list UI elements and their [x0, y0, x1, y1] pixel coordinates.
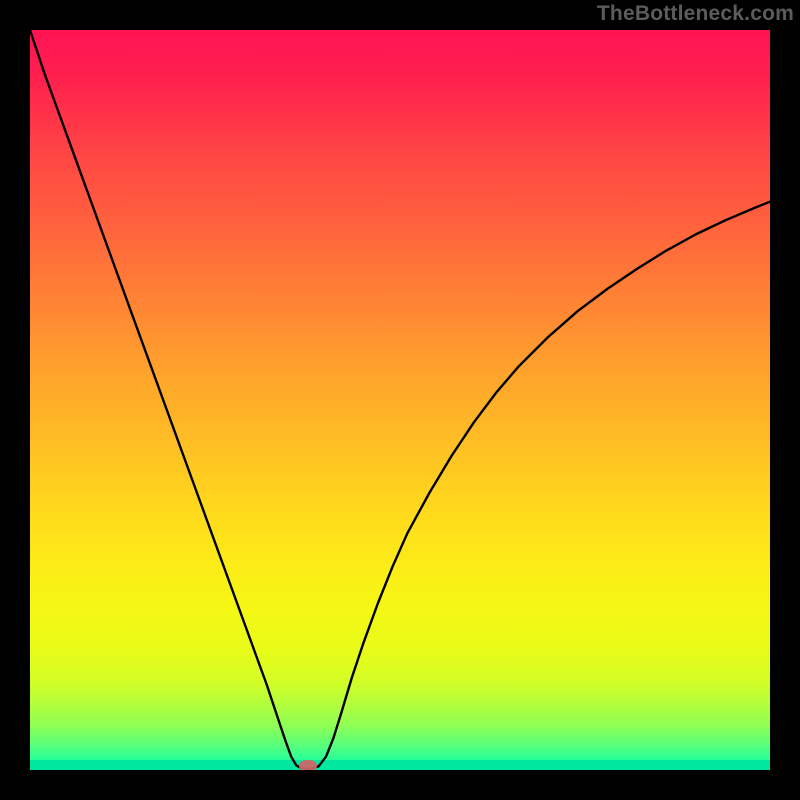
- bottleneck-curve: [30, 30, 770, 769]
- trough-marker: [299, 760, 317, 770]
- plot-area: [30, 30, 770, 770]
- curve-svg: [30, 30, 770, 770]
- chart-wrapper: TheBottleneck.com: [0, 0, 800, 800]
- watermark-label: TheBottleneck.com: [597, 2, 794, 26]
